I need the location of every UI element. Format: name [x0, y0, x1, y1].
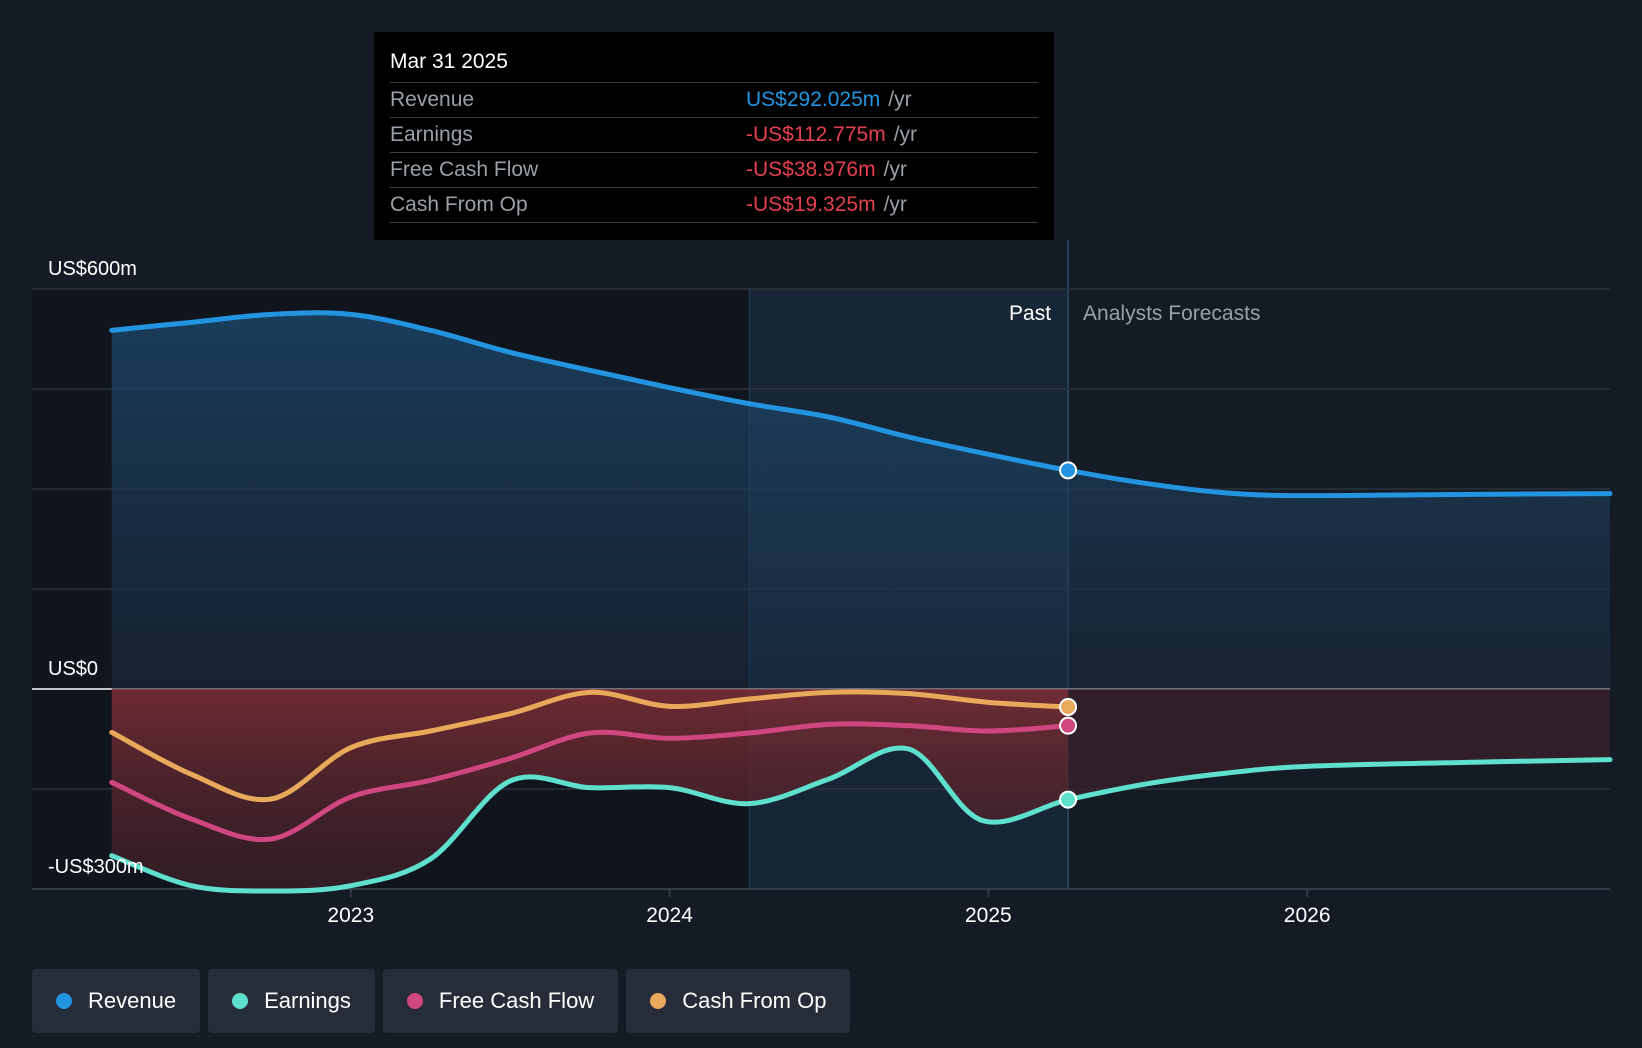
- tooltip-label: Cash From Op: [390, 193, 528, 216]
- revenue-marker: [1059, 461, 1078, 480]
- y-tick-label-top: US$600m: [48, 258, 137, 280]
- tooltip-row-earnings: Earnings -US$112.775m /yr: [390, 117, 1038, 152]
- legend-item-cash-from-op[interactable]: Cash From Op: [626, 969, 851, 1033]
- x-tick-label: 2024: [646, 904, 693, 927]
- x-tick-label: 2026: [1284, 904, 1331, 927]
- legend-dot-icon: [406, 993, 423, 1009]
- tooltip: Mar 31 2025 Revenue US$292.025m /yr Earn…: [374, 32, 1054, 240]
- legend-label: Earnings: [264, 988, 351, 1013]
- revenue-line: [109, 310, 1613, 499]
- free-cash-flow-marker: [1059, 716, 1078, 735]
- past-label: Past: [1009, 302, 1051, 325]
- legend-item-revenue[interactable]: Revenue: [32, 969, 201, 1033]
- legend-dot-icon: [650, 993, 667, 1009]
- legend-item-earnings[interactable]: Earnings: [208, 969, 375, 1033]
- tooltip-row-free-cash-flow: Free Cash Flow -US$38.976m /yr: [390, 152, 1038, 187]
- tooltip-unit: /yr: [893, 123, 918, 146]
- chart-area: US$600m US$0 -US$300m 2023 2024 2025 2026 Past A…: [32, 240, 1613, 927]
- tooltip-date: Mar 31 2025: [390, 50, 508, 73]
- legend-dot-icon: [232, 993, 249, 1009]
- legend-item-free-cash-flow[interactable]: Free Cash Flow: [382, 969, 619, 1033]
- forecast-label: Analysts Forecasts: [1083, 302, 1260, 325]
- earnings-line: [109, 745, 1613, 894]
- tooltip-value: -US$38.976m: [746, 158, 876, 181]
- tooltip-label: Earnings: [390, 123, 473, 146]
- revenue-area: [111, 312, 1610, 689]
- earnings-marker: [1059, 790, 1078, 809]
- x-tick-label: 2025: [965, 904, 1012, 927]
- tooltip-unit: /yr: [888, 88, 912, 111]
- legend-label: Cash From Op: [682, 988, 827, 1013]
- legend-dot-icon: [56, 993, 72, 1009]
- legend: Revenue Earnings Free Cash Flow Cash Fro…: [32, 969, 851, 1033]
- tooltip-unit: /yr: [883, 158, 907, 181]
- tooltip-row-revenue: Revenue US$292.025m /yr: [390, 82, 1038, 117]
- tooltip-value: -US$19.325m: [746, 193, 876, 216]
- free-cash-flow-line: [109, 721, 1071, 843]
- y-tick-label-bottom: -US$300m: [48, 856, 144, 878]
- y-tick-label-zero: US$0: [48, 658, 98, 680]
- tooltip-row-cash-from-op: Cash From Op -US$19.325m /yr: [390, 187, 1038, 223]
- legend-label: Revenue: [88, 988, 177, 1013]
- tooltip-label: Revenue: [390, 88, 475, 111]
- legend-label: Free Cash Flow: [438, 988, 595, 1013]
- tooltip-label: Free Cash Flow: [390, 158, 539, 181]
- cash-from-op-line: [109, 689, 1071, 803]
- tooltip-unit: /yr: [883, 193, 907, 216]
- loss-area: [111, 689, 1069, 892]
- cash-from-op-marker: [1059, 698, 1078, 716]
- tooltip-value: -US$112.775m: [746, 123, 886, 146]
- tooltip-value: US$292.025m: [746, 88, 881, 111]
- x-tick-label: 2023: [327, 904, 374, 927]
